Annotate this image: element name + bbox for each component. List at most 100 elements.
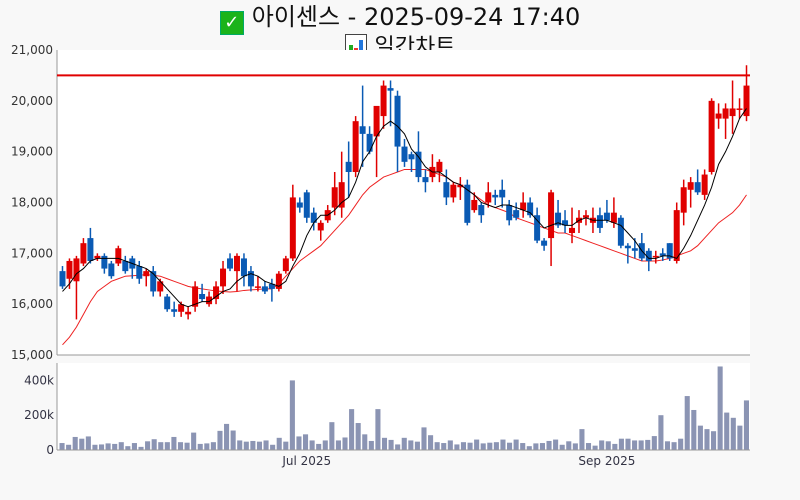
check-icon: ✓ bbox=[219, 11, 244, 35]
candle bbox=[178, 304, 185, 312]
candle bbox=[73, 258, 80, 282]
candle bbox=[394, 95, 401, 147]
x-tick-label: Jul 2025 bbox=[281, 454, 331, 468]
candle bbox=[436, 161, 443, 172]
y-tick-label: 18,000 bbox=[11, 196, 53, 210]
candle bbox=[617, 217, 624, 246]
candle bbox=[520, 202, 527, 211]
candle bbox=[296, 202, 303, 208]
candle bbox=[562, 220, 569, 226]
y-tick-label: 16,000 bbox=[11, 297, 53, 311]
chart-title: ✓ 아이센스 - 2025-09-24 17:40 bbox=[0, 0, 800, 35]
candle bbox=[548, 192, 555, 239]
candle bbox=[240, 258, 247, 277]
candle bbox=[687, 182, 694, 190]
candle bbox=[408, 154, 415, 160]
candle bbox=[666, 243, 673, 259]
candle bbox=[673, 210, 680, 261]
chart-title-text: 아이센스 - 2025-09-24 17:40 bbox=[251, 3, 581, 31]
candle bbox=[485, 192, 492, 203]
candle bbox=[268, 283, 275, 289]
x-tick-label: Sep 2025 bbox=[578, 454, 635, 468]
candle bbox=[387, 88, 394, 91]
candle bbox=[659, 253, 666, 256]
candle bbox=[555, 212, 562, 226]
y-tick-label: 17,000 bbox=[11, 246, 53, 260]
candle bbox=[143, 271, 150, 277]
candle bbox=[373, 105, 380, 137]
candle bbox=[492, 194, 499, 198]
candle bbox=[289, 197, 296, 259]
candle bbox=[206, 296, 213, 305]
y-tick-label: 19,000 bbox=[11, 145, 53, 159]
candle bbox=[331, 187, 338, 208]
candle bbox=[220, 268, 227, 287]
volume-tick-label: 200k bbox=[24, 408, 54, 422]
candle bbox=[345, 161, 352, 172]
candle bbox=[310, 212, 317, 223]
candle bbox=[275, 273, 282, 289]
candle bbox=[729, 108, 736, 117]
candle bbox=[443, 182, 450, 198]
candle bbox=[694, 182, 701, 193]
candle bbox=[282, 258, 289, 272]
candle bbox=[527, 202, 534, 216]
candle bbox=[101, 255, 108, 269]
candle bbox=[115, 248, 122, 264]
candle bbox=[603, 212, 610, 221]
candle bbox=[199, 294, 206, 300]
candle bbox=[254, 286, 261, 288]
candle bbox=[171, 309, 178, 312]
candle bbox=[736, 108, 743, 110]
candle bbox=[352, 121, 359, 172]
candle bbox=[450, 184, 457, 198]
candle bbox=[303, 192, 310, 218]
y-tick-label: 21,000 bbox=[11, 43, 53, 57]
candle bbox=[582, 215, 589, 218]
candle bbox=[122, 260, 129, 272]
candle bbox=[164, 296, 171, 310]
candle bbox=[513, 210, 520, 218]
candle bbox=[422, 177, 429, 183]
candle bbox=[743, 85, 750, 117]
candle bbox=[534, 215, 541, 241]
candle bbox=[59, 271, 66, 287]
candle bbox=[80, 243, 87, 264]
candle bbox=[624, 245, 631, 249]
y-tick-label: 15,000 bbox=[11, 348, 53, 362]
candle bbox=[569, 227, 576, 233]
candle bbox=[227, 258, 234, 269]
candle bbox=[631, 248, 638, 251]
ma5-line bbox=[62, 108, 747, 308]
candle bbox=[94, 255, 101, 259]
volume-tick-label: 0 bbox=[46, 443, 54, 457]
candle bbox=[680, 187, 687, 213]
candle bbox=[596, 215, 603, 228]
candle bbox=[261, 286, 268, 292]
candle bbox=[359, 126, 366, 134]
candle bbox=[701, 174, 708, 195]
candle bbox=[66, 260, 73, 279]
volume-plot-area bbox=[57, 363, 750, 450]
candle bbox=[652, 255, 659, 258]
candle bbox=[213, 286, 220, 300]
candle bbox=[136, 266, 143, 279]
candle bbox=[108, 263, 115, 277]
candle bbox=[247, 271, 254, 287]
candle bbox=[366, 133, 373, 152]
candle bbox=[415, 151, 422, 178]
candle bbox=[610, 212, 617, 223]
price-plot-area bbox=[57, 50, 750, 355]
volume-tick-label: 400k bbox=[24, 373, 54, 387]
candle bbox=[233, 255, 240, 272]
candle bbox=[541, 240, 548, 246]
candle bbox=[338, 182, 345, 208]
candle bbox=[464, 184, 471, 223]
candle bbox=[401, 146, 408, 162]
candle bbox=[317, 222, 324, 231]
candle bbox=[150, 271, 157, 292]
candle bbox=[87, 238, 94, 261]
candle bbox=[192, 286, 199, 307]
candle bbox=[157, 281, 164, 292]
